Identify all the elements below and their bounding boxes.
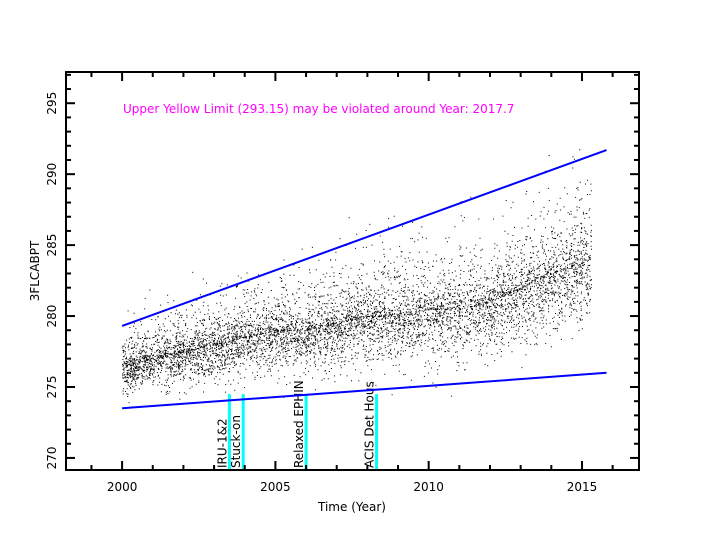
event-label: Stuck-on — [229, 415, 243, 468]
axis-ticks: 2000 2005 2010 2015 270 275 280 285 290 295 — [45, 72, 639, 494]
y-tick-label: 295 — [45, 92, 59, 115]
y-axis-label: 3FLCABPT — [28, 240, 42, 301]
trend-lines — [121, 149, 607, 410]
data-point-cloud — [122, 149, 592, 404]
plot-frame — [65, 71, 640, 471]
y-tick-label: 290 — [45, 163, 59, 186]
x-tick-label: 2015 — [567, 480, 598, 494]
limit-annotation: Upper Yellow Limit (293.15) may be viola… — [123, 102, 514, 116]
y-tick-label: 275 — [45, 376, 59, 399]
y-tick-label: 285 — [45, 234, 59, 257]
event-label: IRU-1&2 — [215, 418, 229, 468]
x-tick-label: 2000 — [107, 480, 138, 494]
x-tick-label: 2005 — [260, 480, 291, 494]
event-label: ACIS Det Hous — [363, 381, 377, 468]
y-tick-label: 280 — [45, 305, 59, 328]
event-markers: IRU-1&2 Stuck-on Relaxed EPHIN ACIS Det Hou… — [215, 380, 379, 470]
data-points — [122, 149, 592, 404]
x-axis-label: Time (Year) — [317, 500, 386, 514]
x-tick-label: 2010 — [413, 480, 444, 494]
trend-line-lower — [122, 371, 607, 410]
y-tick-label: 270 — [45, 446, 59, 469]
trend-line-upper — [121, 149, 607, 327]
event-label: Relaxed EPHIN — [292, 380, 306, 468]
